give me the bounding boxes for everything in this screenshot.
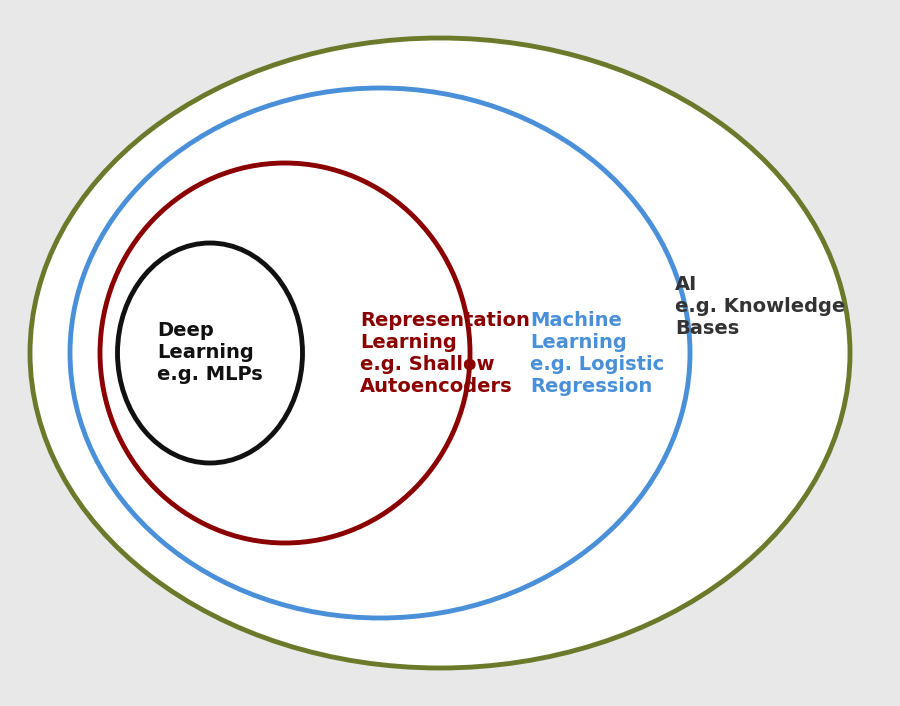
Ellipse shape bbox=[30, 38, 850, 668]
Ellipse shape bbox=[100, 163, 470, 543]
Ellipse shape bbox=[118, 243, 302, 463]
Text: AI
e.g. Knowledge
Bases: AI e.g. Knowledge Bases bbox=[675, 275, 845, 337]
Text: Machine
Learning
e.g. Logistic
Regression: Machine Learning e.g. Logistic Regressio… bbox=[530, 311, 664, 395]
Text: Deep
Learning
e.g. MLPs: Deep Learning e.g. MLPs bbox=[158, 321, 263, 385]
Ellipse shape bbox=[70, 88, 690, 618]
Text: Representation
Learning
e.g. Shallow
Autoencoders: Representation Learning e.g. Shallow Aut… bbox=[360, 311, 530, 395]
